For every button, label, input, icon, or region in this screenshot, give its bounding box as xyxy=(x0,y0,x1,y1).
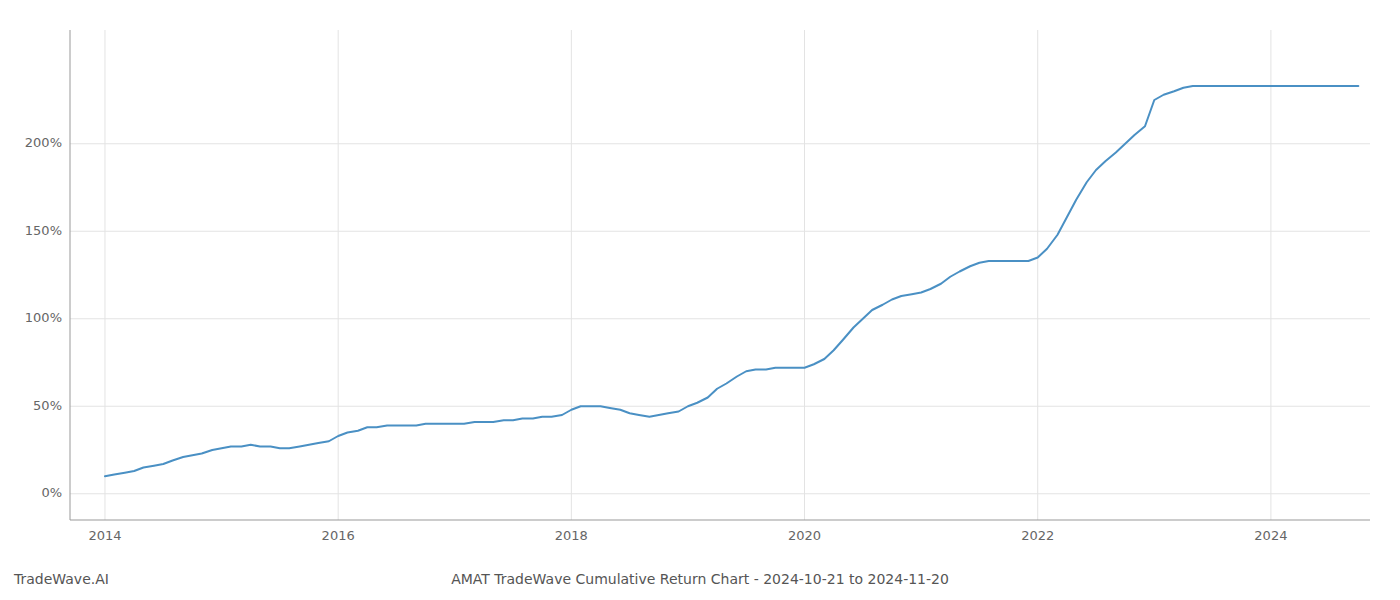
y-grid-line xyxy=(70,493,1370,494)
x-tick-label: 2024 xyxy=(1254,528,1287,543)
x-tick-label: 2020 xyxy=(788,528,821,543)
x-axis-line xyxy=(70,520,1370,521)
y-grid-line xyxy=(70,231,1370,232)
x-grid-line xyxy=(1037,30,1038,520)
x-grid-line xyxy=(1270,30,1271,520)
chart: 2014 2016 2018 2020 2022 2024 0% 50% 100% 150% 200… xyxy=(0,0,1400,600)
y-grid-line xyxy=(70,318,1370,319)
y-grid-line xyxy=(70,143,1370,144)
y-tick-label: 200% xyxy=(25,135,62,150)
watermark: TradeWave.AI xyxy=(13,571,109,587)
plot-area xyxy=(105,86,1358,476)
x-tick-label: 2014 xyxy=(88,528,121,543)
y-tick-label: 0% xyxy=(41,485,62,500)
x-grid-line xyxy=(571,30,572,520)
y-grid-line xyxy=(70,406,1370,407)
y-tick-label: 100% xyxy=(25,310,62,325)
x-grid-line xyxy=(104,30,105,520)
x-tick-label: 2018 xyxy=(555,528,588,543)
x-grid-line xyxy=(338,30,339,520)
y-axis-line xyxy=(70,30,71,520)
tick-labels: 2014 2016 2018 2020 2022 2024 0% 50% 100% 150% 200… xyxy=(25,135,1288,543)
line xyxy=(105,86,1358,476)
x-grid-line xyxy=(804,30,805,520)
y-tick-label: 50% xyxy=(33,398,62,413)
grid xyxy=(70,30,1370,520)
x-tick-label: 2022 xyxy=(1021,528,1054,543)
title: AMAT TradeWave Cumulative Return Chart -… xyxy=(451,571,949,587)
y-tick-label: 150% xyxy=(25,223,62,238)
x-tick-label: 2016 xyxy=(322,528,355,543)
